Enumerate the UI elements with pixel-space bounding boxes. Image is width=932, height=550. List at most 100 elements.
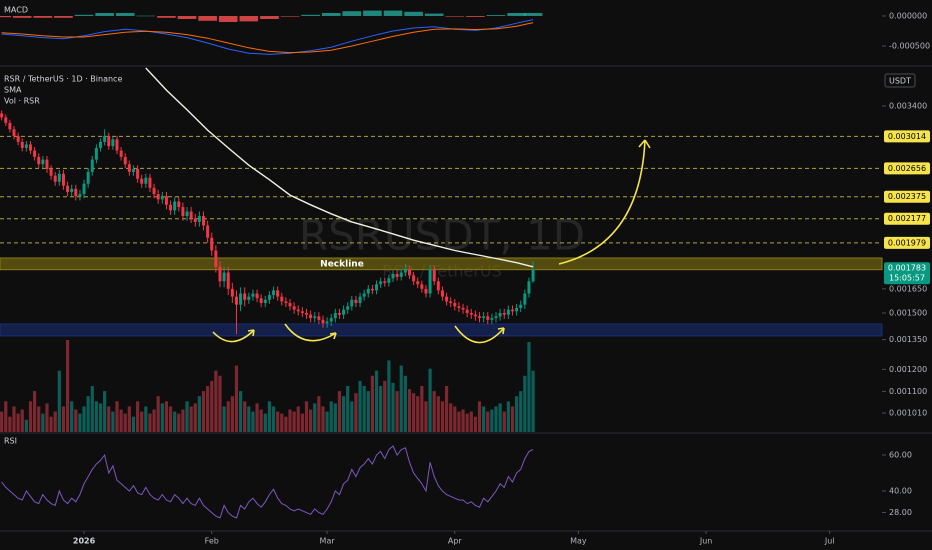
candle-body [478, 316, 482, 319]
candle-body [403, 269, 407, 273]
last-price-box [884, 262, 930, 285]
volume-bar [201, 391, 206, 432]
macd-histogram-bar [523, 12, 543, 16]
candle-body [284, 301, 288, 304]
candle-body [358, 296, 362, 304]
volume-bar [329, 401, 333, 432]
volume-bar [453, 406, 457, 432]
candle-body [234, 296, 238, 305]
volume-bar [16, 413, 20, 432]
volume-bar [222, 406, 226, 432]
candle-body [498, 312, 502, 317]
level-label-box [884, 212, 930, 225]
volume-bar [519, 391, 523, 432]
candle-body [510, 309, 514, 312]
volume-bar [115, 401, 119, 432]
candle-body [502, 312, 506, 315]
macd-histogram-bar [445, 15, 465, 17]
volume-bar [494, 406, 498, 432]
volume-bar [111, 411, 115, 432]
macd-histogram-bar [0, 15, 11, 18]
candle-body [33, 150, 37, 157]
volume-bar [432, 391, 436, 432]
candle-body [428, 269, 432, 294]
volume-bar [449, 403, 453, 432]
volume-bar [527, 342, 531, 432]
x-tick-label: Jul [824, 537, 835, 546]
level-label-box [884, 236, 930, 249]
volume-bar [309, 409, 313, 432]
candle-body [383, 281, 387, 283]
volume-bar [424, 401, 428, 432]
volume-bar [284, 416, 288, 432]
volume-bar [164, 401, 169, 432]
level-label: 0.003014 [888, 132, 926, 141]
volume-bar [247, 406, 251, 432]
candle-body [197, 216, 201, 222]
candle-body [41, 159, 45, 165]
macd-histogram-bar [301, 14, 320, 16]
volume-bar [234, 365, 239, 432]
plot-layer: Neckline 0.003014 0.002656 0.002375 0.002177… [0, 10, 930, 546]
sma-legend: SMA [4, 86, 22, 95]
volume-bar [181, 409, 185, 432]
volume-bar [313, 403, 317, 432]
candle-body [251, 293, 255, 297]
candle-body [4, 117, 8, 123]
candle-body [70, 188, 74, 192]
macd-histogram-bar [177, 15, 197, 19]
macd-histogram-bar [95, 12, 114, 16]
y-tick-label: 0.001650 [889, 284, 927, 293]
chart-title: RSR / TetherUS · 1D · Binance [4, 75, 122, 84]
volume-bar [407, 389, 412, 432]
volume-bar [37, 406, 41, 432]
volume-bar [333, 403, 337, 432]
volume-bar [148, 413, 152, 432]
volume-bar [379, 386, 383, 432]
volume-bar [416, 396, 420, 432]
macd-histogram-bar [404, 11, 423, 16]
volume-bar [531, 370, 535, 432]
candle-body [226, 272, 230, 289]
candle-body [255, 293, 259, 299]
x-tick-label: Mar [320, 537, 336, 546]
volume-bar [24, 419, 28, 432]
level-label-box [884, 162, 930, 175]
arrow-head [329, 332, 337, 340]
sma-line [145, 67, 534, 268]
volume-bar [366, 391, 370, 432]
candle-body [407, 269, 411, 276]
y-tick-label: 0.001100 [889, 387, 927, 396]
candle-body [506, 309, 510, 315]
candle-body [366, 288, 370, 294]
macd-histogram-bar [383, 10, 403, 16]
macd-histogram-bar [54, 15, 73, 18]
volume-bar [482, 406, 486, 432]
candle-body [78, 194, 82, 197]
candle-body [329, 318, 333, 322]
volume-bar [49, 416, 53, 432]
candle-body [131, 168, 135, 172]
candle-body [515, 307, 519, 312]
candle-body [527, 281, 531, 294]
volume-bar [28, 401, 33, 432]
macd-histogram-bar [198, 15, 217, 21]
level-label-box [884, 130, 930, 143]
macd-histogram-bar [33, 15, 53, 18]
volume-bar [387, 360, 391, 432]
x-tick-label: Apr [448, 537, 463, 546]
macd-title: MACD [4, 6, 28, 15]
volume-bar [263, 413, 267, 432]
candle-body [45, 159, 49, 169]
macd-histogram-bar [321, 12, 341, 16]
volume-bar [317, 396, 321, 432]
candle-body [375, 284, 379, 291]
volume-bar [12, 406, 16, 432]
volume-bar [473, 416, 477, 432]
candle-body [267, 295, 271, 300]
candle-body [309, 314, 313, 319]
candle-body [28, 144, 32, 151]
macd-histogram-bar [115, 12, 135, 16]
volume-bar [502, 411, 506, 432]
candle-body [321, 319, 325, 324]
